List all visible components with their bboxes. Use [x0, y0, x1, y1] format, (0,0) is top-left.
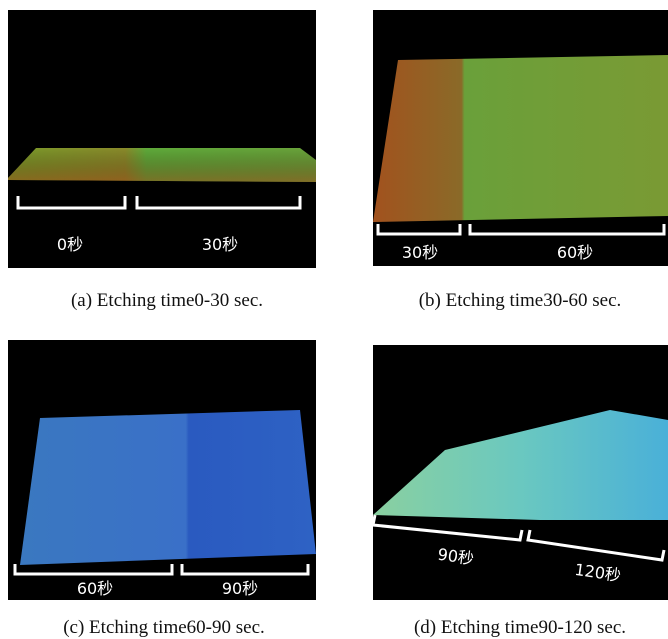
surface — [20, 410, 316, 565]
caption: (b) Etching time30-60 sec. — [419, 290, 622, 311]
panel-d: 90秒 120秒 (d) Etching time90-120 sec. — [373, 345, 668, 638]
region-label: 30秒 — [202, 235, 238, 254]
figure: 0秒 30秒 (a) Etching time0-30 sec. 30秒 60秒… — [0, 0, 668, 639]
surface — [373, 55, 668, 222]
region-label: 30秒 — [402, 243, 438, 262]
panel-a: 0秒 30秒 (a) Etching time0-30 sec. — [8, 10, 316, 311]
image-background — [8, 10, 316, 268]
surface-shade — [8, 148, 316, 182]
caption: (d) Etching time90-120 sec. — [414, 617, 626, 638]
caption: (c) Etching time60-90 sec. — [63, 617, 265, 638]
region-label: 0秒 — [57, 235, 83, 254]
region-label: 60秒 — [557, 243, 593, 262]
caption: (a) Etching time0-30 sec. — [71, 290, 263, 311]
panel-b: 30秒 60秒 (b) Etching time30-60 sec. — [373, 10, 668, 311]
region-label: 90秒 — [222, 579, 258, 598]
panel-c: 60秒 90秒 (c) Etching time60-90 sec. — [8, 340, 316, 638]
region-label: 60秒 — [77, 579, 113, 598]
